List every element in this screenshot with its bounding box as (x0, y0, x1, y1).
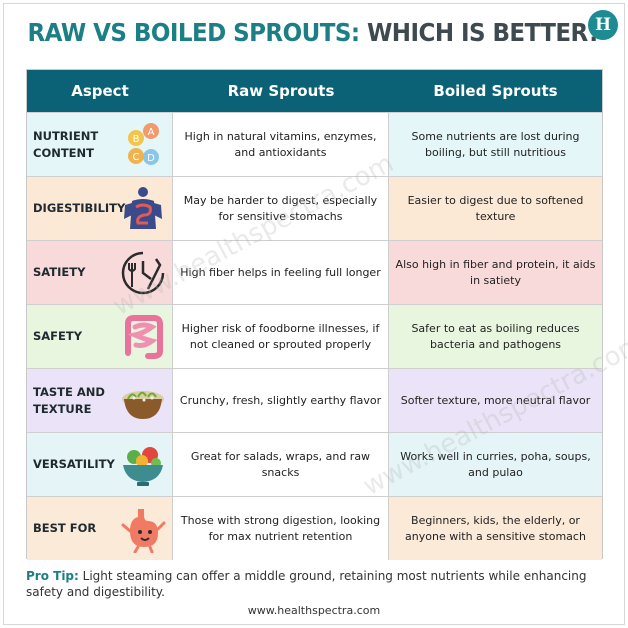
raw-cell: Higher risk of foodborne illnesses, if n… (173, 305, 389, 368)
aspect-label: TASTE AND TEXTURE (33, 384, 105, 416)
pro-tip-label: Pro Tip: (26, 569, 79, 583)
boiled-cell: Some nutrients are lost during boiling, … (389, 113, 602, 176)
svg-text:D: D (147, 153, 155, 164)
raw-cell: High fiber helps in feeling full longer (173, 241, 389, 304)
salad-bowl-icon (123, 447, 163, 486)
comparison-table: Aspect Raw Sprouts Boiled Sprouts NUTRIE… (26, 69, 628, 560)
footer-url: www.healthspectra.com (247, 604, 381, 617)
infographic-frame (3, 3, 625, 625)
aspect-cell: NUTRIENT CONTENT A B C D (27, 113, 173, 176)
aspect-label: DIGESTIBILITY (33, 201, 126, 215)
aspect-label: VERSATILITY (33, 457, 115, 471)
aspect-cell: TASTE AND TEXTURE (27, 369, 173, 432)
svg-text:C: C (133, 152, 140, 163)
aspect-cell: SATIETY (27, 241, 173, 304)
aspect-cell: VERSATILITY (27, 433, 173, 496)
intestine-icon (125, 315, 163, 359)
header-raw-sprouts: Raw Sprouts (227, 82, 335, 100)
boiled-cell: Easier to digest due to softened texture (389, 177, 602, 240)
vitamins-icon: A B C D (128, 123, 159, 165)
aspect-cell: SAFETY (27, 305, 173, 368)
table-row: SAFETY Higher risk of foodborne illnesse… (27, 304, 602, 368)
boiled-cell: Also high in fiber and protein, it aids … (389, 241, 602, 304)
boiled-cell: Beginners, kids, the elderly, or anyone … (389, 497, 602, 560)
raw-cell: Great for salads, wraps, and raw snacks (173, 433, 389, 496)
table-row: DIGESTIBILITY May be harder to digest, e… (27, 176, 602, 240)
raw-cell: May be harder to digest, especially for … (173, 177, 389, 240)
healthspectra-logo: H (588, 10, 618, 40)
svg-text:A: A (148, 127, 155, 138)
pro-tip-text: Light steaming can offer a middle ground… (26, 569, 587, 599)
table-row: TASTE AND TEXTURE Crunchy, fresh, slight… (27, 368, 602, 432)
table-row: BEST FOR Those with strong digestion, lo… (27, 496, 602, 560)
title-part-1: RAW VS BOILED SPROUTS: (27, 18, 361, 47)
raw-cell: High in natural vitamins, enzymes, and a… (173, 113, 389, 176)
boiled-cell: Softer texture, more neutral flavor (389, 369, 602, 432)
table-row: NUTRIENT CONTENT A B C D High in natural… (27, 112, 602, 176)
raw-cell: Those with strong digestion, looking for… (173, 497, 389, 560)
raw-cell: Crunchy, fresh, slightly earthy flavor (173, 369, 389, 432)
aspect-label: NUTRIENT CONTENT (33, 128, 99, 160)
page-title: RAW VS BOILED SPROUTS: WHICH IS BETTER? (25, 18, 603, 58)
happy-stomach-icon (121, 509, 166, 553)
digestive-system-icon (124, 187, 162, 229)
table-row: SATIETY High fiber helps in feeling full… (27, 240, 602, 304)
aspect-cell: DIGESTIBILITY (27, 177, 173, 240)
table-row: VERSATILITY Great for salads, wraps, and… (27, 432, 602, 496)
aspect-label: SATIETY (33, 265, 86, 279)
sprouts-bowl-icon (122, 391, 164, 419)
pro-tip: Pro Tip: Light steaming can offer a midd… (26, 568, 596, 600)
header-boiled-sprouts: Boiled Sprouts (433, 82, 558, 100)
svg-text:B: B (133, 134, 140, 145)
header-aspect: Aspect (71, 82, 129, 100)
table-header: Aspect Raw Sprouts Boiled Sprouts (27, 70, 602, 112)
boiled-cell: Safer to eat as boiling reduces bacteria… (389, 305, 602, 368)
aspect-cell: BEST FOR (27, 497, 173, 560)
title-part-2: WHICH IS BETTER? (366, 18, 601, 47)
aspect-label: BEST FOR (33, 521, 97, 535)
boiled-cell: Works well in curries, poha, soups, and … (389, 433, 602, 496)
clock-fork-knife-icon (121, 251, 165, 295)
aspect-label: SAFETY (33, 329, 83, 343)
